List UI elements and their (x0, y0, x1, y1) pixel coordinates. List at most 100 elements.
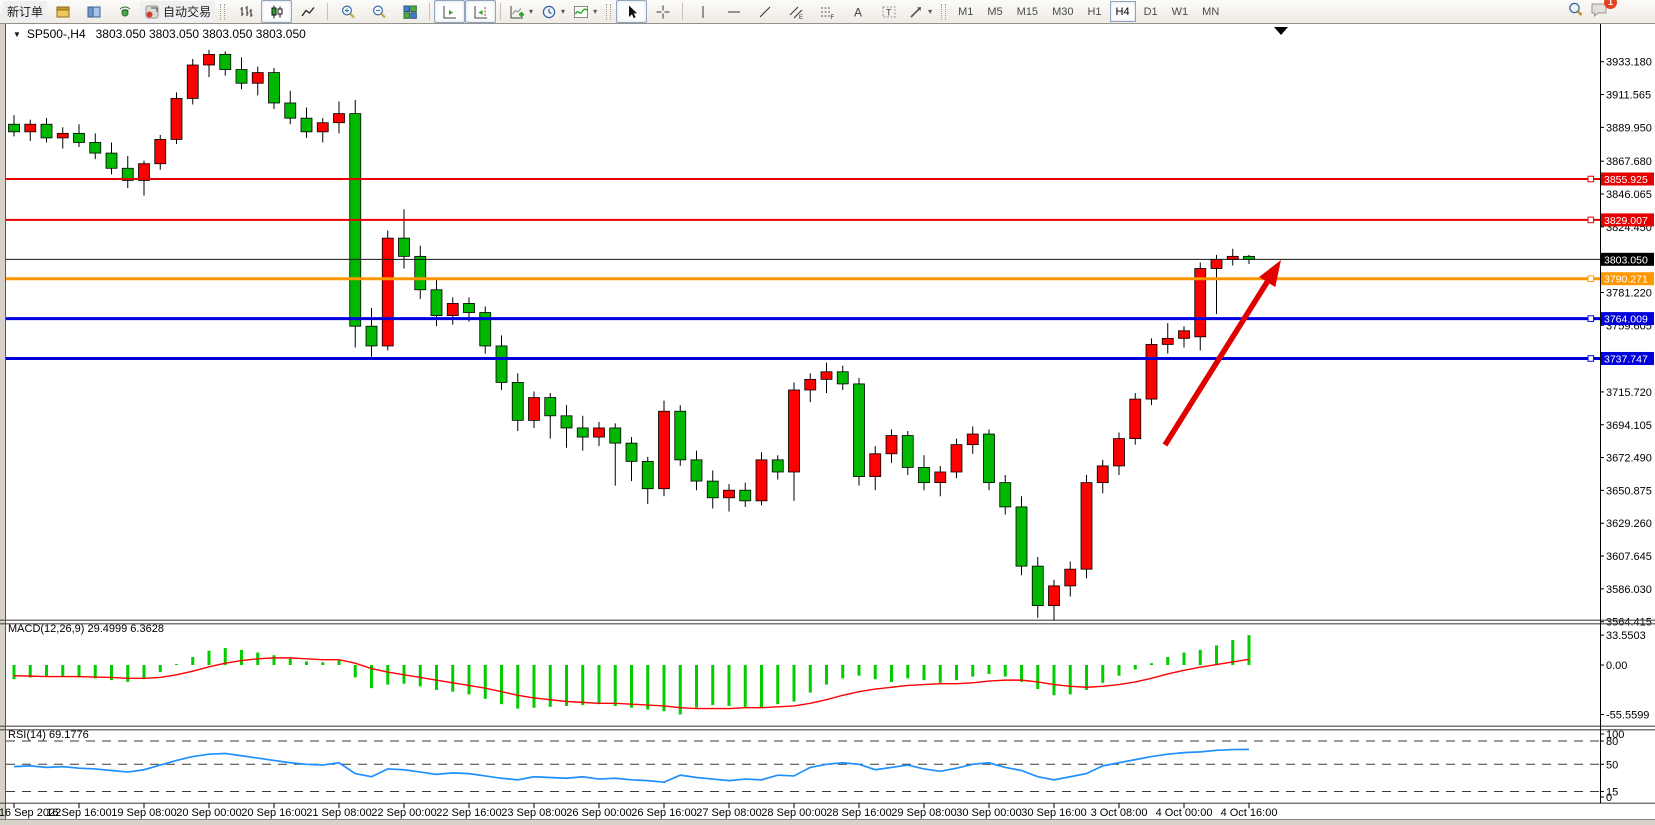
timeframe-button-H4[interactable]: H4 (1109, 1, 1136, 22)
vertical-line-icon[interactable] (687, 0, 718, 23)
window-chrome (0, 24, 1655, 825)
timeframe-button-M30[interactable]: M30 (1052, 5, 1074, 18)
candle (950, 444, 963, 473)
price-tag (1601, 252, 1654, 266)
time-axis-label: 30 Sep 00:00 (956, 807, 1021, 819)
timeframe-button-D1[interactable]: D1 (1143, 5, 1158, 18)
shapes-dropdown[interactable]: ▾ (904, 0, 936, 23)
rsi-axis-label: 80 (1606, 736, 1618, 748)
zoom-in-icon[interactable] (332, 0, 363, 23)
candle (138, 163, 150, 181)
new-order-button[interactable]: 新订单 (3, 1, 48, 22)
candle (479, 312, 492, 347)
time-axis-label: 22 Sep 00:00 (371, 807, 436, 819)
price-tag (1601, 351, 1654, 365)
time-axis-label: 3 Oct 08:00 (1091, 807, 1148, 819)
price-axis[interactable]: 3933.180 3911.565 3889.950 3867.680 3846.065… (1600, 57, 1652, 629)
rsi-axis-label: 15 (1606, 786, 1618, 798)
price-tag-label: 3790.271 (1604, 274, 1648, 286)
price-axis-label: 3911.565 (1606, 90, 1651, 102)
price-axis-label: 3672.490 (1606, 453, 1652, 465)
timeframe-button-M15[interactable]: M15 (1016, 5, 1039, 18)
price-axis-label: 3650.875 (1606, 485, 1652, 497)
time-axis-label: 29 Sep 08:00 (891, 807, 956, 819)
horizontal-price-lines[interactable]: 3855.925 3829.007 3803.050 3790.271 3764.009… (6, 172, 1654, 366)
price-tag-label: 3855.925 (1604, 174, 1648, 186)
time-axis-label: 21 Sep 08:00 (306, 807, 371, 819)
candle (446, 303, 459, 316)
toolbar-separator (429, 3, 431, 20)
price-tag-label: 3764.009 (1604, 314, 1648, 326)
candle (1096, 465, 1109, 484)
line-chart-icon[interactable] (292, 0, 323, 23)
new-chart-dropdown[interactable]: ▾ (505, 0, 537, 23)
bar-chart-icon[interactable] (230, 0, 261, 23)
period-clock-dropdown[interactable]: ▾ (537, 0, 569, 23)
horizontal-line-icon[interactable] (718, 0, 749, 23)
crosshair-icon[interactable] (647, 0, 678, 23)
candle (641, 460, 654, 490)
trend-arrow[interactable] (1162, 260, 1281, 447)
svg-text:E: E (799, 15, 803, 20)
trendline-icon[interactable] (749, 0, 780, 23)
candle (1064, 568, 1077, 587)
candle (723, 489, 735, 499)
search-icon[interactable] (1567, 1, 1584, 23)
time-axis-label: 4 Oct 00:00 (1156, 807, 1213, 819)
market-watch-icon[interactable] (47, 0, 78, 23)
timeframe-button-W1[interactable]: W1 (1171, 5, 1189, 18)
line-handle (1587, 275, 1595, 283)
time-axis-label: 16 Sep 2022 (0, 807, 61, 819)
candle (593, 427, 605, 438)
macd-indicator-label: MACD(12,26,9) 29.4999 6.3628 (8, 623, 164, 635)
candle (739, 489, 752, 502)
candle (1031, 565, 1044, 607)
indicators-dropdown[interactable]: ▾ (569, 0, 601, 23)
macd-panel: 33.5503 0.00 -55.5599 (12, 630, 1649, 721)
macd-axis-label: -55.5599 (1606, 709, 1649, 721)
candle (121, 167, 134, 181)
symbol-info-toggle-icon[interactable]: ▼ (13, 29, 21, 39)
chart-shift-icon[interactable] (465, 0, 497, 23)
timeframe-button-MN[interactable]: MN (1202, 5, 1220, 18)
chevron-down-icon: ▾ (529, 7, 534, 16)
price-tag-label: 3737.747 (1604, 353, 1648, 365)
svg-text:A: A (854, 5, 862, 19)
new-order-label: 新订单 (7, 5, 44, 19)
arrow-head (1259, 260, 1281, 288)
auto-scroll-icon[interactable] (434, 0, 466, 23)
candle (56, 132, 69, 139)
line-handle (1587, 355, 1595, 362)
toolbar: 新订单 自动交易 (0, 0, 1655, 24)
candle (1178, 330, 1190, 339)
equidistant-channel-icon[interactable]: E (780, 0, 811, 23)
cursor-icon[interactable] (616, 0, 648, 23)
zoom-out-icon[interactable] (363, 0, 394, 23)
chevron-down-icon: ▾ (928, 7, 933, 16)
timeframe-button-H1[interactable]: H1 (1087, 5, 1102, 18)
notifications-button[interactable]: 1 (1590, 0, 1617, 23)
scroll-to-end-marker[interactable] (1274, 27, 1288, 35)
rsi-line (13, 748, 1250, 784)
timeframe-button-M5[interactable]: M5 (987, 5, 1003, 18)
time-axis-label: 23 Sep 08:00 (501, 807, 566, 819)
price-axis-label: 3846.065 (1606, 189, 1652, 201)
timeframe-button-M1[interactable]: M1 (958, 5, 974, 18)
fibonacci-icon[interactable]: F (811, 0, 842, 23)
candle (674, 410, 687, 461)
tile-windows-icon[interactable] (394, 0, 425, 23)
autotrading-button[interactable]: 自动交易 (140, 1, 216, 22)
text-icon[interactable]: A (842, 0, 873, 23)
candle (804, 378, 817, 391)
panel-dividers[interactable] (0, 619, 1655, 804)
signals-icon[interactable] (109, 0, 140, 23)
candlestick-chart-icon[interactable] (261, 0, 293, 23)
navigator-icon[interactable] (78, 0, 109, 23)
candle (901, 435, 914, 468)
candle (788, 389, 800, 473)
text-label-icon[interactable]: T (873, 0, 904, 23)
